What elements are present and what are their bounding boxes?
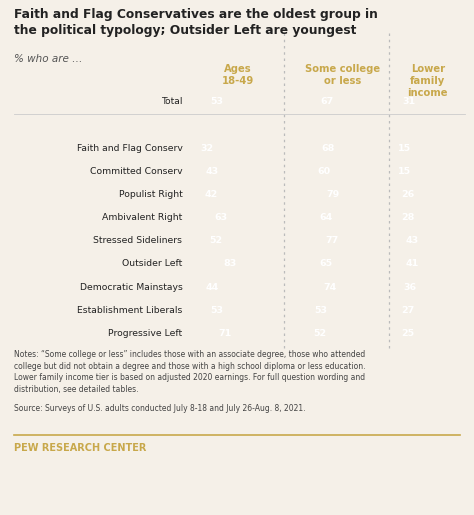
Text: 74: 74 bbox=[324, 283, 337, 291]
Text: 36: 36 bbox=[404, 283, 417, 291]
Text: 63: 63 bbox=[215, 213, 228, 222]
Text: 64: 64 bbox=[319, 213, 332, 222]
Text: 65: 65 bbox=[320, 260, 333, 268]
Text: 52: 52 bbox=[210, 236, 223, 245]
Text: 83: 83 bbox=[224, 260, 237, 268]
Text: 53: 53 bbox=[210, 306, 223, 315]
Text: 67: 67 bbox=[320, 97, 334, 106]
Text: 79: 79 bbox=[326, 190, 339, 199]
Text: 25: 25 bbox=[401, 329, 414, 338]
Text: Notes: “Some college or less” includes those with an associate degree, those who: Notes: “Some college or less” includes t… bbox=[14, 350, 366, 393]
Text: 68: 68 bbox=[321, 144, 334, 152]
Text: Ambivalent Right: Ambivalent Right bbox=[102, 213, 182, 222]
Text: Source: Surveys of U.S. adults conducted July 8-18 and July 26-Aug. 8, 2021.: Source: Surveys of U.S. adults conducted… bbox=[14, 404, 306, 413]
Text: Faith and Flag Conservatives are the oldest group in
the political typology; Out: Faith and Flag Conservatives are the old… bbox=[14, 8, 378, 37]
Text: 27: 27 bbox=[401, 306, 415, 315]
Text: Some college
or less: Some college or less bbox=[305, 64, 380, 86]
Text: 15: 15 bbox=[398, 144, 411, 152]
Text: Faith and Flag Conserv: Faith and Flag Conserv bbox=[77, 144, 182, 152]
Text: % who are …: % who are … bbox=[14, 54, 83, 64]
Text: 53: 53 bbox=[314, 306, 327, 315]
Text: 41: 41 bbox=[405, 260, 419, 268]
Text: 43: 43 bbox=[406, 236, 419, 245]
Text: Total: Total bbox=[161, 97, 182, 106]
Text: Populist Right: Populist Right bbox=[119, 190, 182, 199]
Text: 77: 77 bbox=[325, 236, 338, 245]
Text: Democratic Mainstays: Democratic Mainstays bbox=[80, 283, 182, 291]
Text: Ages
18-49: Ages 18-49 bbox=[222, 64, 255, 86]
Text: 32: 32 bbox=[200, 144, 213, 152]
Text: 44: 44 bbox=[206, 283, 219, 291]
Text: 52: 52 bbox=[314, 329, 327, 338]
Text: 15: 15 bbox=[398, 167, 411, 176]
Text: 43: 43 bbox=[205, 167, 219, 176]
Text: 53: 53 bbox=[210, 97, 223, 106]
Text: Committed Conserv: Committed Conserv bbox=[90, 167, 182, 176]
Text: Progressive Left: Progressive Left bbox=[109, 329, 182, 338]
Text: Establishment Liberals: Establishment Liberals bbox=[77, 306, 182, 315]
Text: 28: 28 bbox=[401, 213, 415, 222]
Text: 71: 71 bbox=[218, 329, 231, 338]
Text: 42: 42 bbox=[205, 190, 218, 199]
Text: Stressed Sideliners: Stressed Sideliners bbox=[93, 236, 182, 245]
Text: Lower
family
income: Lower family income bbox=[408, 64, 448, 97]
Text: 60: 60 bbox=[318, 167, 330, 176]
Text: Outsider Left: Outsider Left bbox=[122, 260, 182, 268]
Text: PEW RESEARCH CENTER: PEW RESEARCH CENTER bbox=[14, 443, 146, 453]
Text: 31: 31 bbox=[402, 97, 416, 106]
Text: 26: 26 bbox=[401, 190, 414, 199]
